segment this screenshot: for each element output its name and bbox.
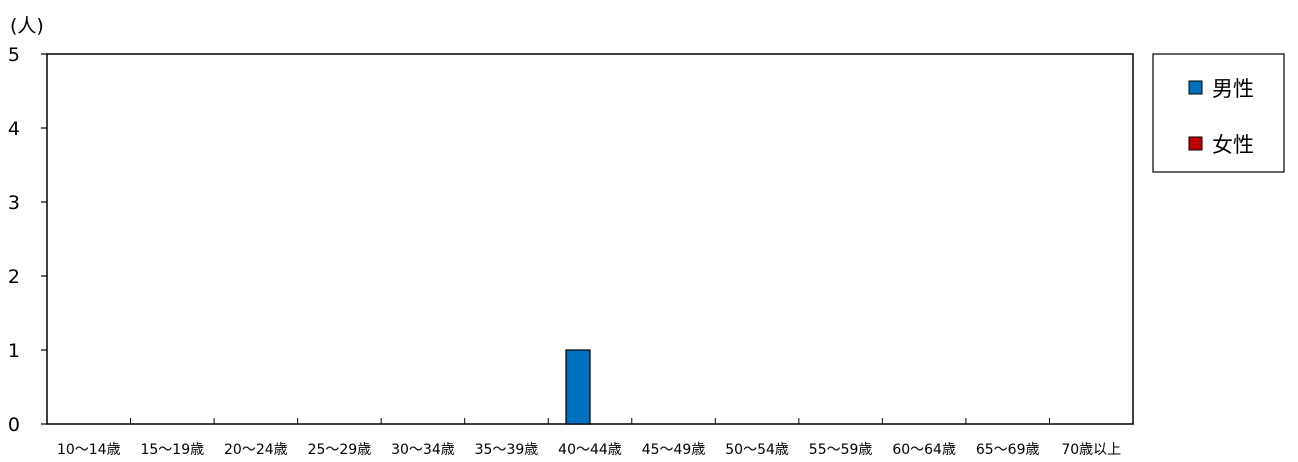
- x-tick-label: 45～49歳: [642, 442, 706, 458]
- x-tick-label: 25～29歳: [308, 442, 372, 458]
- y-axis-unit: (人): [10, 15, 44, 37]
- x-axis: 10～14歳 15～19歳 20～24歳 25～29歳 30～34歳 35～39歳 40～4…: [46, 418, 1134, 458]
- x-tick-label: 55～59歳: [809, 442, 873, 458]
- x-tick-label: 20～24歳: [224, 442, 288, 458]
- y-tick-label: 1: [8, 340, 20, 362]
- bar: [565, 349, 591, 425]
- legend-swatch: [1188, 136, 1203, 151]
- y-axis: 0 1 2 3 4 5: [8, 44, 47, 436]
- y-tick-label: 3: [8, 192, 20, 214]
- x-tick-label: 60～64歳: [892, 442, 956, 458]
- y-tick-label: 4: [8, 118, 20, 140]
- x-tick-label: 15～19歳: [140, 442, 204, 458]
- x-tick-label: 70歳以上: [1061, 442, 1121, 458]
- bars: [565, 349, 591, 425]
- x-tick-label: 40～44歳: [558, 442, 622, 458]
- x-tick-label: 10～14歳: [57, 442, 121, 458]
- legend-box: [1152, 53, 1285, 173]
- x-tick-label: 65～69歳: [976, 442, 1040, 458]
- y-tick-label: 2: [8, 266, 20, 288]
- legend-label: 女性: [1212, 133, 1254, 157]
- legend-swatch: [1188, 80, 1203, 95]
- x-tick-label: 35～39歳: [475, 442, 539, 458]
- x-tick-label: 30～34歳: [391, 442, 455, 458]
- legend-label: 男性: [1212, 77, 1254, 101]
- x-tick-label: 50～54歳: [725, 442, 789, 458]
- y-tick-label: 5: [8, 44, 20, 66]
- y-tick-label: 0: [8, 414, 20, 436]
